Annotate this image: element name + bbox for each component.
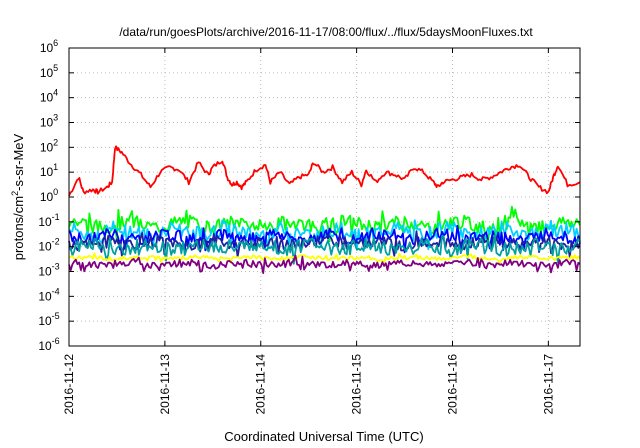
y-tick-label: 104 (40, 88, 58, 105)
y-tick-label: 10-2 (38, 237, 59, 254)
y-tick-base: 10 (38, 265, 52, 279)
y-tick-label: 101 (40, 162, 58, 179)
y-tick-exponent: -5 (52, 311, 60, 321)
y-tick-label: 10-5 (38, 311, 59, 328)
y-tick-label: 100 (40, 187, 58, 204)
y-tick-exponent: 3 (53, 113, 58, 123)
y-tick-exponent: 0 (53, 187, 58, 197)
y-tick-label: 10-3 (38, 262, 59, 279)
series-line (68, 254, 581, 275)
y-tick-base: 10 (38, 289, 52, 303)
y-axis-label-main: protons/cm (11, 196, 26, 260)
y-tick-base: 10 (40, 165, 54, 179)
y-axis-label: protons/cm2-s-sr-MeV (10, 133, 26, 260)
series-line (68, 145, 581, 197)
y-tick-exponent: 6 (53, 38, 58, 48)
series-group (68, 145, 581, 275)
y-tick-exponent: 2 (53, 137, 58, 147)
y-tick-label: 10-1 (38, 212, 59, 229)
y-tick-label: 103 (40, 113, 58, 130)
series-line (68, 234, 581, 265)
y-tick-label: 105 (40, 63, 58, 80)
y-tick-base: 10 (38, 314, 52, 328)
series-line (68, 252, 581, 264)
x-tick-label: 2016-11-12 (62, 354, 76, 415)
y-tick-label: 102 (40, 137, 58, 154)
x-tick-label: 2016-11-16 (445, 354, 459, 415)
x-axis-label: Coordinated Universal Time (UTC) (224, 429, 423, 444)
y-tick-exponent: -1 (52, 212, 60, 222)
x-tick-label: 2016-11-15 (350, 354, 364, 415)
x-tick-label: 2016-11-17 (541, 354, 555, 415)
y-tick-base: 10 (40, 116, 54, 130)
y-tick-base: 10 (38, 215, 52, 229)
x-tick-label: 2016-11-13 (158, 354, 172, 415)
y-axis-label-superscript: 2 (10, 191, 20, 196)
chart-title: /data/run/goesPlots/archive/2016-11-17/0… (119, 25, 533, 39)
y-tick-exponent: 5 (53, 63, 58, 73)
y-axis-ticks: 10-610-510-410-310-210-11001011021031041… (38, 38, 580, 353)
y-tick-base: 10 (40, 190, 54, 204)
y-tick-label: 106 (40, 38, 58, 55)
x-tick-label: 2016-11-14 (254, 354, 268, 415)
y-tick-base: 10 (40, 140, 54, 154)
y-tick-exponent: 4 (53, 88, 58, 98)
y-tick-exponent: 1 (53, 162, 58, 172)
y-tick-base: 10 (40, 41, 54, 55)
y-tick-base: 10 (38, 339, 52, 353)
y-tick-label: 10-6 (38, 336, 59, 353)
y-tick-exponent: -6 (52, 336, 60, 346)
y-tick-exponent: -3 (52, 262, 60, 272)
x-axis-ticks: 2016-11-12 2016-11-13 2016-11-14 2016-11-15… (62, 48, 555, 415)
grid-lines (69, 48, 580, 346)
y-tick-exponent: -2 (52, 237, 60, 247)
y-tick-base: 10 (40, 66, 54, 80)
y-tick-label: 10-4 (38, 286, 59, 303)
y-tick-base: 10 (38, 240, 52, 254)
y-axis-label-rest: -s-sr-MeV (11, 133, 26, 190)
y-tick-base: 10 (40, 91, 54, 105)
y-tick-exponent: -4 (52, 286, 60, 296)
